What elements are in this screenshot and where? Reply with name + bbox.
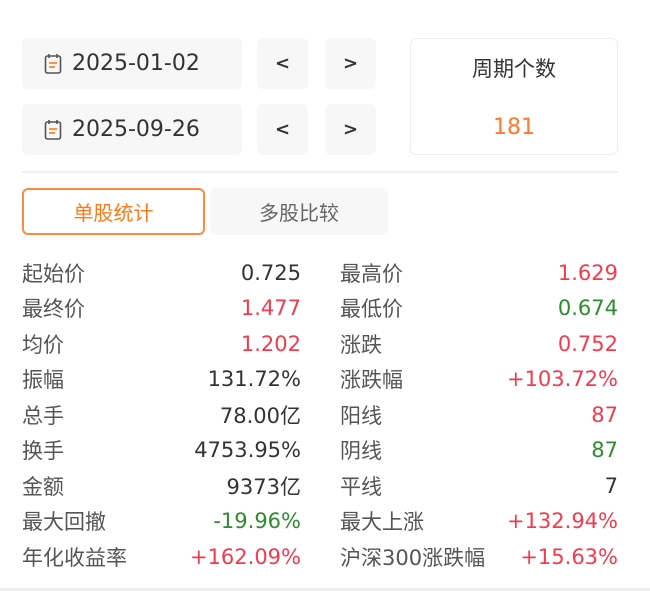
end-date-next-button[interactable]: > (325, 104, 376, 155)
stat-row: 均价 1.202 (22, 326, 301, 362)
end-date-value: 2025-09-26 (72, 117, 200, 142)
stat-label: 最大上涨 (340, 510, 424, 535)
stat-value: +132.94% (506, 509, 618, 534)
stat-label: 涨跌幅 (340, 368, 403, 393)
period-count-title: 周期个数 (472, 57, 556, 81)
right-stats: 最高价 1.629 最低价 0.674 涨跌 0.752 涨跌幅 +103.72% 阳线 87 阴线… (340, 255, 618, 575)
start-date-prev-button[interactable]: < (257, 38, 308, 89)
tab-single-stock[interactable]: 单股统计 (22, 188, 205, 235)
end-date-picker[interactable]: 2025-09-26 (22, 104, 242, 155)
stat-value: -19.96% (213, 509, 301, 534)
stat-value: 1.477 (240, 296, 301, 321)
stat-row: 最大回撤 -19.96% (22, 504, 301, 540)
stat-label: 换手 (22, 439, 64, 464)
stat-value: 87 (591, 438, 618, 463)
stat-row: 阳线 87 (340, 397, 618, 433)
stat-value: 1.629 (557, 260, 618, 285)
stat-row: 总手 78.00亿 (22, 397, 301, 433)
stat-row: 换手 4753.95% (22, 433, 301, 469)
left-stats: 起始价 0.725 最终价 1.477 均价 1.202 振幅 131.72% 总手 78.00亿… (22, 255, 301, 575)
stat-row: 平线 7 (340, 468, 618, 504)
stat-value: 0.725 (240, 260, 301, 285)
stat-row: 涨跌 0.752 (340, 326, 618, 362)
period-count-value: 181 (493, 115, 535, 140)
stat-row: 涨跌幅 +103.72% (340, 362, 618, 398)
period-count-card: 周期个数 181 (410, 38, 618, 155)
stat-value: 0.674 (557, 296, 618, 321)
stat-label: 最终价 (22, 297, 85, 322)
start-date-next-button[interactable]: > (325, 38, 376, 89)
stat-value: 0.752 (557, 331, 618, 356)
stat-row: 年化收益率 +162.09% (22, 539, 301, 575)
stat-label: 涨跌 (340, 332, 382, 357)
stat-value: 1.202 (240, 331, 301, 356)
stat-row: 最终价 1.477 (22, 291, 301, 327)
stat-value: 9373亿 (226, 474, 301, 499)
stat-row: 最大上涨 +132.94% (340, 504, 618, 540)
stat-label: 最大回撤 (22, 510, 106, 535)
stat-value: 78.00亿 (219, 403, 301, 428)
stat-label: 金额 (22, 474, 64, 499)
stat-value: 4753.95% (194, 438, 301, 463)
stat-row: 阴线 87 (340, 433, 618, 469)
stat-label: 起始价 (22, 261, 85, 286)
stat-label: 平线 (340, 474, 382, 499)
stat-label: 最低价 (340, 297, 403, 322)
bottom-border (0, 588, 650, 591)
stat-label: 总手 (22, 403, 64, 428)
stat-label: 均价 (22, 332, 64, 357)
stat-value: 7 (604, 473, 618, 498)
stat-row: 振幅 131.72% (22, 362, 301, 398)
stat-row: 最低价 0.674 (340, 291, 618, 327)
tab-multi-stock[interactable]: 多股比较 (210, 188, 388, 235)
divider (22, 171, 618, 173)
calendar-icon (44, 53, 62, 74)
stat-label: 阴线 (340, 439, 382, 464)
stat-value: +162.09% (189, 544, 301, 569)
stat-row: 沪深300涨跌幅 +15.63% (340, 539, 618, 575)
stat-label: 阳线 (340, 403, 382, 428)
calendar-icon (44, 119, 62, 140)
stat-value: +103.72% (506, 367, 618, 392)
end-date-prev-button[interactable]: < (257, 104, 308, 155)
stat-value: +15.63% (520, 544, 618, 569)
start-date-picker[interactable]: 2025-01-02 (22, 38, 242, 89)
start-date-value: 2025-01-02 (72, 51, 200, 76)
stat-label: 沪深300涨跌幅 (340, 545, 486, 570)
stat-label: 振幅 (22, 368, 64, 393)
stat-label: 年化收益率 (22, 545, 127, 570)
stat-row: 金额 9373亿 (22, 468, 301, 504)
stat-row: 最高价 1.629 (340, 255, 618, 291)
stat-label: 最高价 (340, 261, 403, 286)
stat-value: 131.72% (207, 367, 301, 392)
stat-row: 起始价 0.725 (22, 255, 301, 291)
stat-value: 87 (591, 402, 618, 427)
